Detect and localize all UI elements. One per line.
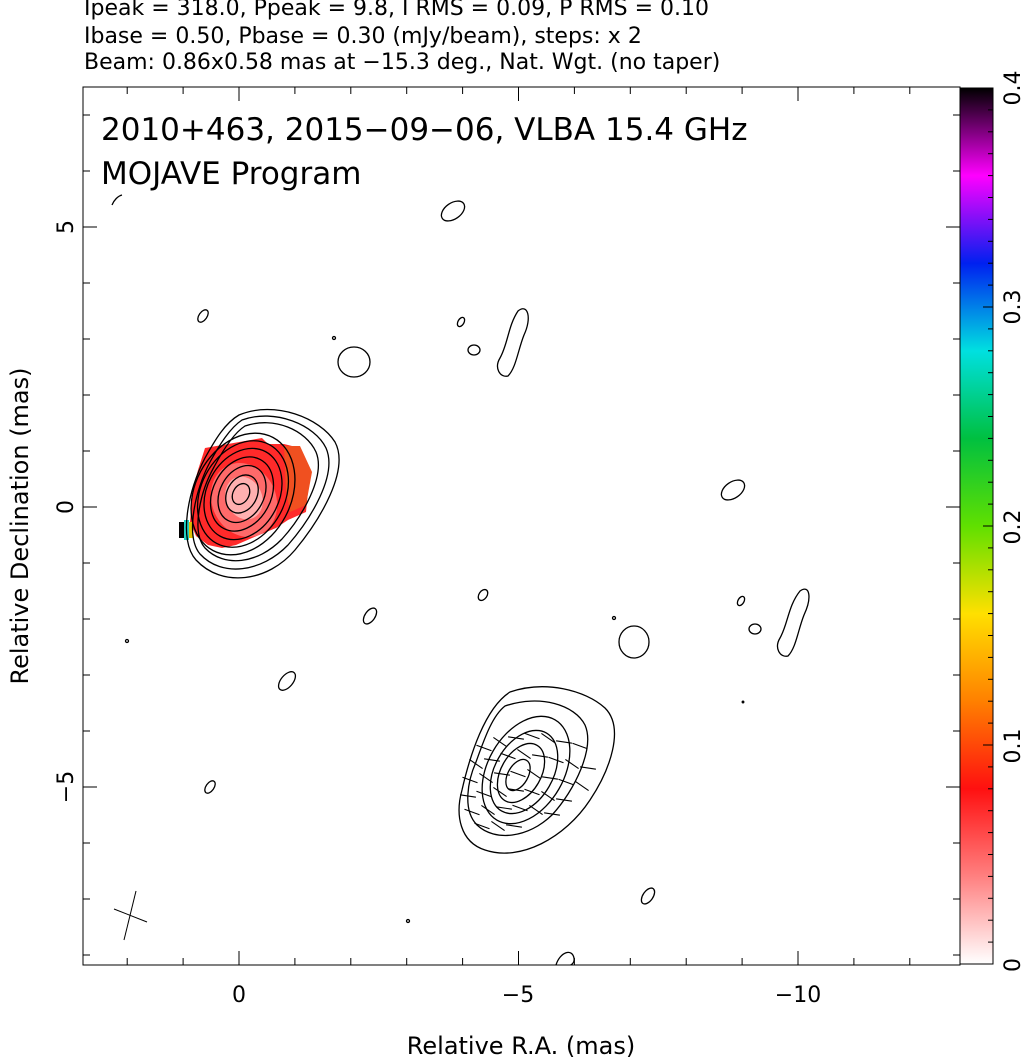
axis-ticks	[83, 87, 960, 965]
polarization-vector	[541, 791, 555, 801]
x-axis-label: Relative R.A. (mas)	[407, 1032, 635, 1060]
polarization-vector	[493, 787, 507, 797]
polarization-vector	[474, 822, 490, 830]
colorbar: 0 0.1 0.2 0.3 0.4	[959, 71, 1022, 972]
polarization-vector	[556, 740, 572, 744]
polarization-vector	[508, 736, 524, 740]
header-line-2: Ibase = 0.50, Pbase = 0.30 (mJy/beam), s…	[84, 24, 642, 49]
polarization-vector	[556, 798, 572, 802]
map-area	[111, 194, 810, 965]
colorbar-tick-label: 0.3	[1001, 290, 1022, 325]
jet-contours	[458, 686, 616, 854]
polarization-vector	[491, 821, 505, 831]
polarization-vector	[508, 788, 524, 792]
polarization-vector	[500, 752, 516, 760]
colorbar-tick-label: 0.2	[1001, 510, 1022, 545]
polarization-vector	[479, 773, 493, 783]
polarization-vector	[542, 776, 558, 780]
plot-subtitle: MOJAVE Program	[101, 156, 361, 192]
polarization-vector	[541, 733, 555, 743]
colorbar-tick-label: 0	[1001, 958, 1022, 972]
polarization-vector	[558, 778, 574, 786]
polarization-vector	[512, 804, 528, 812]
core-contours	[185, 408, 340, 579]
polarization-vector	[527, 769, 541, 779]
polarization-vector	[476, 790, 492, 798]
x-tick-labels: 0 −5 −10	[232, 983, 821, 1008]
y-tick-label: 5	[54, 220, 79, 234]
polarization-vector	[484, 758, 500, 762]
polarization-vector	[476, 744, 492, 752]
x-tick-label: 0	[232, 983, 246, 1008]
polarization-vector	[565, 759, 579, 769]
polarization-vector	[493, 737, 507, 747]
polarization-vector	[462, 776, 478, 784]
y-axis-label: Relative Declination (mas)	[6, 367, 34, 684]
plot-title: 2010+463, 2015−09−06, VLBA 15.4 GHz	[101, 112, 747, 148]
polarization-vector	[506, 824, 522, 828]
x-tick-label: −5	[502, 983, 534, 1008]
header-line-3: Beam: 0.86x0.58 mas at −15.3 deg., Nat. …	[84, 50, 721, 75]
polarization-vector	[464, 808, 480, 816]
y-tick-labels: 5 0 −5	[54, 220, 79, 803]
x-tick-label: −10	[775, 983, 821, 1008]
polarization-vector	[529, 805, 543, 815]
polarization-vector	[510, 770, 526, 778]
colorbar-tick-label: 0.4	[1001, 71, 1022, 106]
polarization-vector	[517, 749, 531, 759]
header-line-1: Ipeak = 318.0, Ppeak = 9.8, I RMS = 0.09…	[84, 0, 709, 21]
noise-contours	[111, 194, 810, 965]
polarization-vector	[580, 766, 596, 770]
polarization-vector	[469, 759, 483, 769]
polarization-vector	[575, 781, 589, 791]
y-tick-label: −5	[54, 771, 79, 803]
polarization-vector	[524, 732, 540, 740]
polarization-vector	[544, 812, 560, 816]
polarization-vector	[532, 754, 548, 758]
polarization-vector	[572, 742, 588, 750]
polarization-vectors	[460, 732, 596, 831]
polarization-vector	[496, 806, 512, 810]
beam-cross	[113, 890, 148, 941]
polarization-vector	[548, 756, 564, 764]
polarization-vector	[481, 805, 495, 815]
polarization-vector	[524, 788, 540, 796]
colorbar-tick-label: 0.1	[1001, 729, 1022, 764]
polarization-vector	[494, 772, 510, 776]
polarization-vector	[460, 794, 476, 798]
y-tick-label: 0	[54, 500, 79, 514]
